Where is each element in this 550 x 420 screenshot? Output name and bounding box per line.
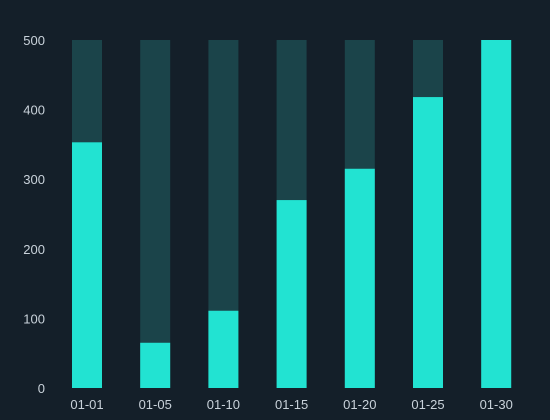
bar (344, 168, 375, 388)
bars (72, 40, 512, 389)
bar (140, 342, 171, 388)
bar (413, 97, 443, 389)
x-tick-label: 01-20 (343, 397, 376, 412)
bar (208, 310, 239, 388)
x-axis: 01-01 01-05 01-10 01-15 01-20 01-25 01-30 (70, 397, 512, 412)
x-tick-label: 01-30 (480, 397, 513, 412)
bar (276, 200, 307, 388)
y-tick-label: 200 (23, 242, 45, 257)
y-tick-label: 0 (38, 381, 45, 396)
x-tick-label: 01-15 (275, 397, 308, 412)
y-tick-label: 400 (23, 103, 45, 118)
bar (72, 142, 102, 388)
x-tick-label: 01-25 (411, 397, 444, 412)
bar-background (140, 40, 171, 388)
x-tick-label: 01-01 (70, 397, 103, 412)
y-tick-label: 500 (23, 33, 45, 48)
y-tick-label: 300 (23, 172, 45, 187)
y-axis: 0 100 200 300 400 500 (23, 33, 45, 396)
bar (481, 40, 512, 388)
x-tick-label: 01-10 (207, 397, 240, 412)
x-tick-label: 01-05 (139, 397, 172, 412)
y-tick-label: 100 (23, 311, 45, 326)
